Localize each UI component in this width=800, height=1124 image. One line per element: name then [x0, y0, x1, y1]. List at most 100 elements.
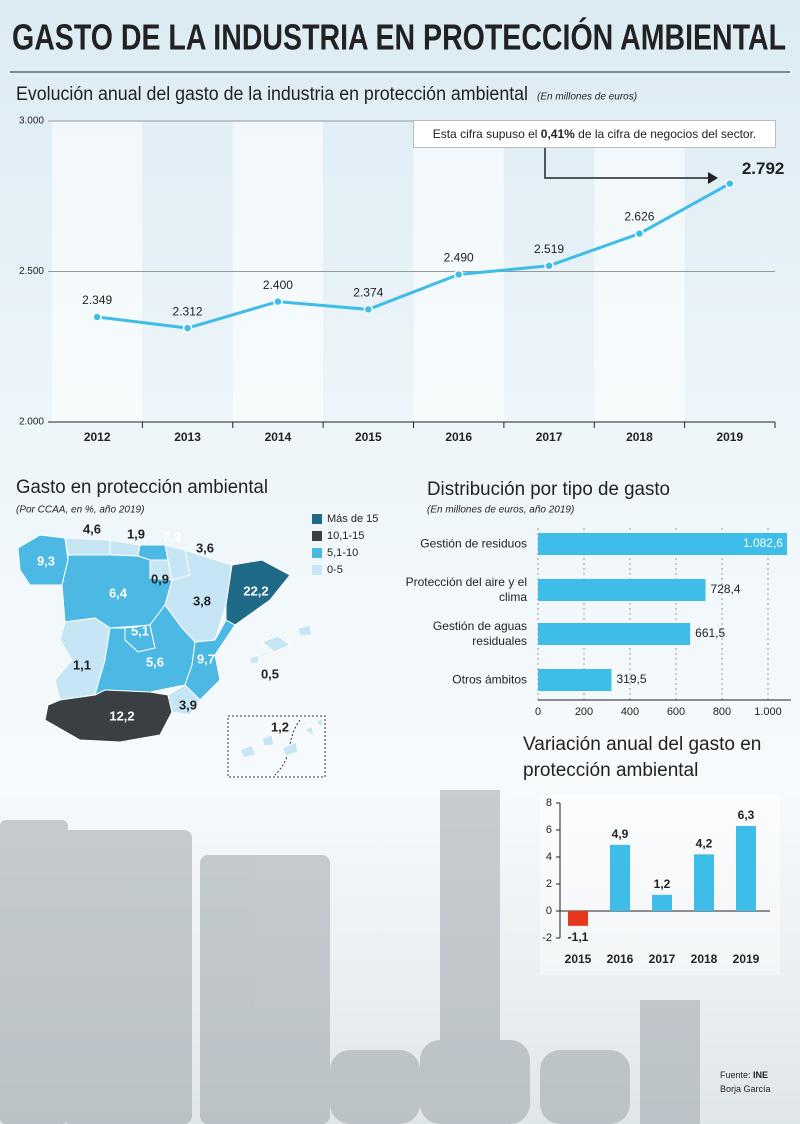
y-tick-label: Protección del aire y el clima	[405, 575, 527, 604]
arrow-head	[708, 172, 718, 184]
bar	[694, 854, 714, 911]
x-tick-label: 400	[621, 706, 639, 718]
bar	[538, 533, 787, 555]
point	[273, 296, 283, 307]
legend-label: 0-5	[327, 564, 343, 576]
value-label: 1.082,6	[743, 536, 783, 550]
bar	[538, 579, 706, 601]
x-tick-label: 2016	[607, 952, 634, 966]
region	[44, 689, 173, 743]
value-label: 4,2	[696, 836, 713, 850]
legend-label: Más de 15	[327, 513, 378, 525]
point	[182, 323, 193, 333]
line-title: Evolución anual del gasto de la industri…	[16, 84, 528, 105]
value-label: 2.626	[624, 210, 654, 224]
value-label: 1,2	[654, 877, 671, 891]
y-tick-label: 3.000	[19, 116, 44, 127]
x-tick-label: 2019	[716, 430, 743, 444]
legend-label: 5,1-10	[327, 547, 358, 559]
region-label: 22,2	[243, 583, 268, 598]
region-label: 3,6	[196, 540, 214, 555]
value-label: 2.312	[173, 304, 203, 318]
legend-label: 10,1-15	[327, 530, 364, 542]
y-tick-label: 6	[546, 824, 552, 836]
legend-swatch	[312, 565, 322, 575]
arrow	[544, 148, 708, 179]
value-label: 2.349	[82, 293, 112, 307]
y-tick-label: Gestión de residuos	[420, 536, 527, 551]
value-label: 6,3	[738, 808, 755, 822]
region-label: 9,7	[197, 651, 215, 666]
y-tick-label: 2.500	[19, 266, 44, 277]
value-label: 2.490	[444, 251, 474, 265]
x-tick-label: 2013	[174, 430, 201, 444]
x-tick-label: 0	[535, 706, 541, 718]
bar	[568, 911, 588, 926]
x-tick-label: 2017	[649, 952, 676, 966]
x-tick-label: 2014	[265, 430, 292, 444]
source: Fuente: INE Borja García	[720, 1068, 771, 1096]
value-label: 4,9	[612, 827, 629, 841]
x-tick-label: 2015	[565, 952, 592, 966]
bar	[610, 844, 630, 911]
region	[249, 624, 313, 665]
main-title: GASTO DE LA INDUSTRIA EN PROTECCIÓN AMBI…	[12, 16, 786, 58]
value-label: 728,4	[711, 582, 741, 596]
bar	[652, 894, 672, 911]
y-tick-label: 8	[546, 797, 552, 809]
value-label: 2.519	[534, 242, 564, 256]
region-label: 3,9	[179, 697, 197, 712]
value-label: -1,1	[568, 930, 589, 944]
region	[167, 684, 201, 716]
bar	[736, 825, 756, 911]
x-tick-label: 200	[575, 706, 593, 718]
annotation-text: de la cifra de negocios del sector.	[578, 127, 757, 141]
region-label: 6,4	[109, 585, 128, 600]
region-label: 7,9	[163, 529, 181, 544]
value-label: 2.374	[353, 286, 383, 300]
x-tick-label: 2019	[733, 952, 760, 966]
y-tick-label: 4	[546, 851, 552, 863]
y-tick-label: 0	[546, 905, 552, 917]
map-title: Gasto en protección ambiental	[16, 477, 268, 498]
x-tick-label: 2017	[536, 430, 563, 444]
line-subtitle: (En millones de euros)	[537, 92, 637, 103]
point	[453, 269, 464, 280]
x-tick-label: 2018	[691, 952, 718, 966]
region-label: 3,8	[193, 593, 211, 608]
value-label: 2.400	[263, 278, 293, 292]
x-tick-label: 2016	[445, 430, 472, 444]
region-label: 1,2	[271, 719, 289, 734]
annotation-highlight: 0,41%	[540, 127, 575, 141]
bar	[538, 623, 691, 645]
x-tick-label: 2018	[626, 430, 653, 444]
point	[363, 304, 374, 315]
x-tick-label: 2012	[84, 430, 111, 444]
value-label: 319,5	[616, 672, 646, 686]
bar-title: Variación anual del gasto en protección …	[523, 734, 762, 781]
legend-swatch	[312, 548, 322, 558]
region-label: 1,9	[127, 526, 145, 541]
legend-swatch	[312, 514, 322, 524]
x-tick-label: 800	[713, 706, 731, 718]
y-tick-label: 2	[546, 878, 552, 890]
line	[97, 182, 731, 330]
region	[225, 559, 291, 626]
y-tick-label: Gestión de aguas residuales	[432, 619, 527, 648]
annotation: Esta cifra supuso el 0,41% de la cifra d…	[413, 120, 776, 148]
region-label: 1,1	[73, 657, 91, 672]
region	[184, 619, 236, 701]
region	[239, 717, 324, 759]
x-tick-label: 1.000	[754, 706, 782, 718]
point	[634, 228, 645, 239]
bar	[538, 669, 612, 691]
y-tick-label: 2.000	[19, 417, 44, 428]
canarias-box	[227, 715, 326, 778]
region-label: 5,1	[131, 623, 149, 638]
point	[92, 312, 102, 322]
silos	[0, 790, 700, 1124]
x-tick-label: 600	[667, 706, 685, 718]
